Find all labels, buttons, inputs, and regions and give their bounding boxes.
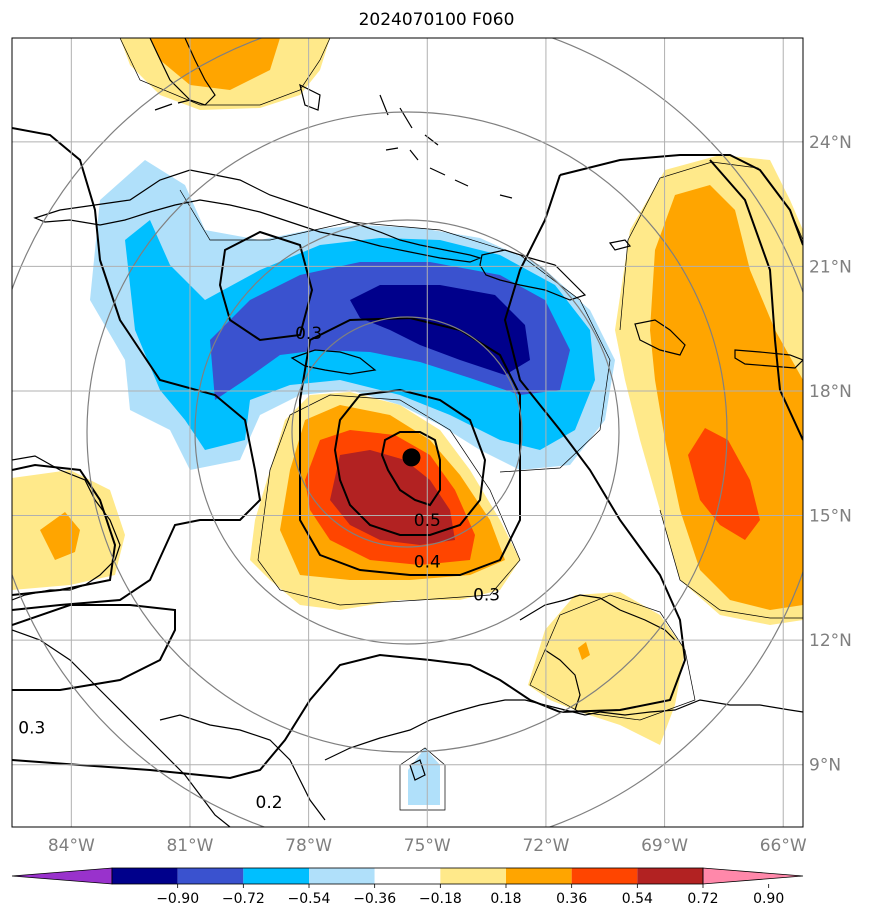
contour-label: 0.3 — [295, 324, 322, 344]
positive-anomaly-south — [528, 592, 685, 745]
contour-0.4 — [333, 388, 487, 536]
colorbar-tick-label: 0.90 — [753, 891, 784, 907]
colorbar-tick-label: −0.18 — [419, 891, 462, 907]
colorbar-tick-label: 0.54 — [622, 891, 653, 907]
lon-tick-label: 75°W — [404, 836, 451, 856]
colorbar-segment — [506, 868, 572, 884]
colorbar-tick-label: 0.36 — [556, 891, 587, 907]
contour-large-ring — [12, 127, 262, 611]
graticule — [12, 38, 803, 827]
lon-tick-label: 66°W — [760, 836, 807, 856]
colorbar-min-extension — [11, 867, 113, 885]
contour-label: 0.5 — [414, 511, 441, 531]
contour-label: 0.3 — [473, 586, 500, 606]
colorbar-segment — [112, 868, 178, 884]
contour-0.5 — [380, 431, 441, 507]
colorbar-segment — [309, 868, 375, 884]
lat-tick-label: 24°N — [809, 133, 852, 153]
contour-label: 0.3 — [18, 718, 45, 738]
map-title: 2024070100 F060 — [358, 10, 515, 30]
colorbar-tick-label: −0.36 — [353, 891, 396, 907]
positive-anomaly-storm-core — [330, 450, 455, 545]
lon-tick-label: 72°W — [522, 836, 569, 856]
lat-tick-label: 15°N — [809, 507, 852, 527]
contour-mid-ring — [12, 174, 687, 780]
storm-center-marker — [402, 448, 421, 467]
contour-0.3-west — [218, 230, 314, 342]
shaded-field — [12, 38, 803, 805]
lon-tick-label: 84°W — [48, 836, 95, 856]
colorbar-labels: −0.90 −0.72 −0.54 −0.36 −0.18 0.18 0.36 0.54 0.7… — [156, 891, 784, 907]
colorbar-tick-label: 0.72 — [687, 891, 718, 907]
contour-south-west-2 — [12, 604, 176, 691]
colorbar-segment — [243, 868, 309, 884]
positive-anomaly-south-core — [578, 642, 590, 660]
range-rings — [12, 38, 803, 827]
colorbar — [11, 867, 804, 888]
latitude-labels: 24°N 21°N 18°N 15°N 12°N 9°N — [809, 133, 852, 776]
colorbar-max-extension — [702, 867, 804, 885]
lat-tick-label: 12°N — [809, 631, 852, 651]
contour-south-west — [12, 463, 117, 596]
colorbar-tick-label: −0.90 — [156, 891, 199, 907]
map-area: 0.5 0.4 0.3 0.3 0.2 0.3 — [12, 38, 803, 827]
contour-label: 0.4 — [414, 552, 441, 572]
lat-tick-label: 18°N — [809, 382, 852, 402]
colorbar-segment — [177, 868, 244, 884]
lon-tick-label: 78°W — [285, 836, 332, 856]
colorbar-segment — [440, 868, 506, 884]
map-frame — [11, 37, 804, 828]
contour-east-ring — [559, 154, 803, 246]
colorbar-segment — [571, 868, 638, 884]
lon-tick-label: 69°W — [641, 836, 688, 856]
contour-0.3-storm — [299, 316, 521, 576]
longitude-labels: 84°W 81°W 78°W 75°W 72°W 69°W 66°W — [48, 836, 807, 856]
lat-tick-label: 9°N — [809, 756, 841, 776]
colorbar-tick-label: −0.54 — [288, 891, 331, 907]
positive-anomaly-west-core — [40, 512, 80, 560]
colorbar-tick-label: 0.18 — [490, 891, 521, 907]
colorbar-segment — [637, 868, 703, 884]
lat-tick-label: 21°N — [809, 257, 852, 277]
contour-east-inner — [709, 159, 803, 441]
bold-contours — [12, 127, 803, 780]
colorbar-tick-label: −0.72 — [222, 891, 265, 907]
lon-tick-label: 81°W — [166, 836, 213, 856]
colorbar-segment — [374, 868, 441, 884]
positive-anomaly-east-2 — [650, 185, 803, 610]
contour-labels: 0.5 0.4 0.3 0.3 0.2 0.3 — [18, 324, 500, 813]
positive-anomaly-east-core — [688, 428, 760, 540]
negative-anomaly-core — [350, 285, 530, 375]
contour-label: 0.2 — [256, 793, 283, 813]
